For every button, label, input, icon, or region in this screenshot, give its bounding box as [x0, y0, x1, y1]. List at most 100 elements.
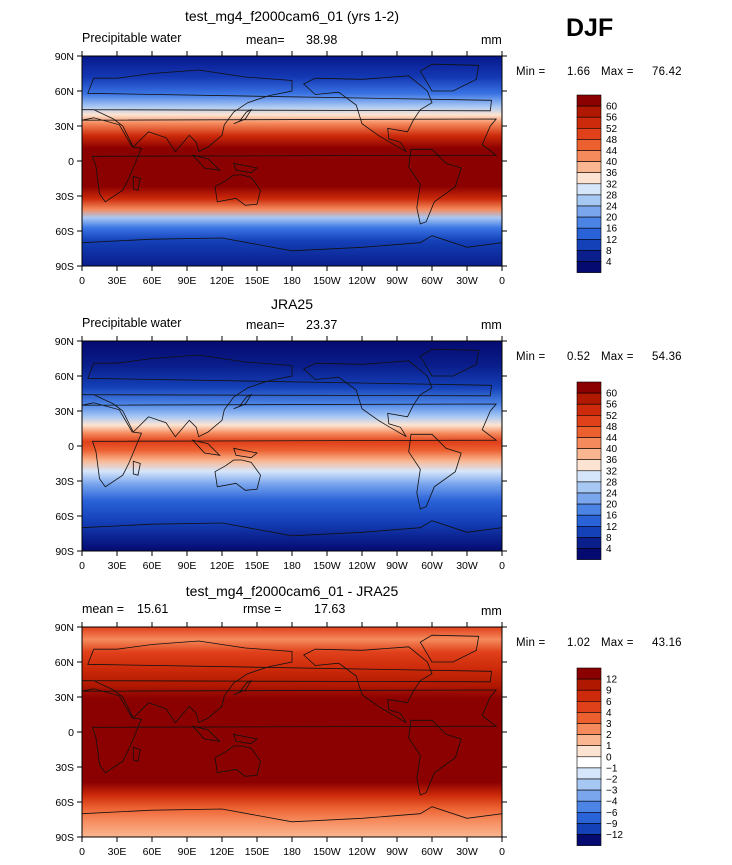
lon-tick-label: 90E — [178, 846, 197, 858]
lat-tick-label: 90S — [55, 832, 74, 844]
lon-tick-label: 90W — [386, 560, 408, 572]
colorbar-tick-label: 3 — [606, 719, 612, 730]
coastline — [214, 459, 261, 491]
coastline — [419, 634, 480, 663]
lat-tick-label: 90N — [55, 622, 74, 634]
colorbar-tick-label: 32 — [606, 179, 618, 190]
colorbar-swatch — [576, 94, 602, 107]
colorbar-tick-label: 48 — [606, 135, 618, 146]
coastline — [419, 63, 480, 92]
colorbar-swatch — [576, 689, 602, 702]
colorbar-tick-label: 6 — [606, 697, 612, 708]
coastline — [132, 460, 141, 476]
colorbar-swatch — [576, 481, 602, 494]
colorbar-swatch — [576, 667, 602, 680]
colorbar-swatch — [576, 250, 602, 262]
rmse-label: rmse = — [243, 602, 282, 616]
coastline — [408, 719, 462, 796]
lon-tick-label: 120W — [348, 846, 376, 858]
mean-value: 15.61 — [137, 602, 169, 616]
coastline — [132, 175, 141, 191]
season-label: DJF — [566, 14, 614, 42]
colorbar-tick-label: 8 — [606, 246, 612, 257]
colorbar-swatch — [576, 414, 602, 427]
colorbar-swatch — [576, 823, 602, 835]
lon-tick-label: 0 — [79, 846, 85, 858]
lon-tick-label: 0 — [499, 560, 505, 572]
colorbar-swatch — [576, 150, 602, 162]
rmse-value: 17.63 — [314, 602, 346, 616]
max-value: 54.36 — [652, 351, 682, 363]
map-panel-1: 90N 60N 30N 0 30S 60S 90S 0 30E 60E 90E 120E 150E 180… — [55, 51, 507, 287]
panel-title: test_mg4_f2000cam6_01 (yrs 1-2) — [185, 8, 399, 24]
colorbar-swatch — [576, 128, 602, 140]
lat-tick-label: 60S — [55, 511, 74, 523]
colorbar-tick-label: 60 — [606, 102, 618, 113]
panel-left-label: Precipitable water — [82, 31, 182, 45]
colorbar-swatch — [576, 116, 602, 129]
colorbar-swatch — [576, 392, 602, 405]
colorbar-tick-label: 16 — [606, 511, 618, 522]
coastline — [233, 679, 253, 696]
colorbar-swatch — [576, 426, 602, 438]
lat-tick-label: 60N — [55, 657, 74, 669]
colorbar-swatch — [576, 514, 602, 527]
coastline — [81, 117, 498, 203]
lat-tick-label: 30N — [55, 121, 74, 133]
lat-tick-label: 60N — [55, 86, 74, 98]
coastline — [81, 69, 492, 153]
colorbar-tick-label: 24 — [606, 489, 618, 500]
colorbar-tick-label: 4 — [606, 257, 612, 268]
colorbar-tick-label: 40 — [606, 444, 618, 455]
coastline — [302, 646, 433, 724]
coastline — [419, 348, 480, 377]
colorbar-swatch — [576, 239, 602, 251]
colorbar-tick-label: 28 — [606, 477, 618, 488]
coastline — [233, 393, 253, 410]
coastline — [132, 746, 141, 762]
colorbar-swatch — [576, 734, 602, 746]
coastline — [233, 447, 258, 459]
lon-tick-label: 30E — [108, 560, 127, 572]
lon-tick-label: 90E — [178, 275, 197, 287]
colorbar-swatch — [576, 767, 602, 780]
lon-tick-label: 180 — [283, 560, 301, 572]
mean-value: 38.98 — [306, 33, 338, 47]
lon-tick-label: 120W — [348, 275, 376, 287]
colorbar-tick-label: 56 — [606, 400, 618, 411]
lon-tick-label: 150W — [313, 846, 341, 858]
lat-tick-label: 30N — [55, 406, 74, 418]
colorbar-tick-label: 36 — [606, 168, 618, 179]
colorbar-tick-label: 48 — [606, 422, 618, 433]
coastline — [233, 733, 258, 745]
lat-tick-label: 60S — [55, 226, 74, 238]
lon-tick-label: 90W — [386, 275, 408, 287]
colorbar-swatch — [576, 525, 602, 538]
colorbar-tick-label: 2 — [606, 730, 612, 741]
coastline — [214, 745, 261, 777]
lon-tick-label: 60W — [421, 560, 443, 572]
colorbar-swatch — [576, 448, 602, 461]
coastline — [81, 354, 492, 438]
units-label: mm — [481, 33, 502, 47]
colorbar-swatch — [576, 756, 602, 769]
lat-tick-label: 60N — [55, 371, 74, 383]
colorbar-swatch — [576, 834, 602, 846]
colorbar-tick-label: 28 — [606, 190, 618, 201]
lon-tick-label: 60E — [143, 560, 162, 572]
colorbar-swatch — [576, 712, 602, 724]
colorbar-tick-label: 32 — [606, 466, 618, 477]
colorbar-tick-label: 20 — [606, 500, 618, 511]
lon-tick-label: 0 — [79, 275, 85, 287]
colorbar-tick-label: −6 — [606, 808, 618, 819]
lat-tick-label: 30N — [55, 692, 74, 704]
lat-tick-label: 90N — [55, 51, 74, 63]
colorbar-tick-label: 1 — [606, 741, 612, 752]
map-panel-2: 90N 60N 30N 0 30S 60S 90S 0 30E 60E 90E 120E 150E 180… — [55, 336, 507, 572]
lon-tick-label: 150E — [245, 560, 270, 572]
lon-tick-label: 150W — [313, 275, 341, 287]
colorbar-tick-label: 40 — [606, 157, 618, 168]
lon-tick-label: 150W — [313, 560, 341, 572]
